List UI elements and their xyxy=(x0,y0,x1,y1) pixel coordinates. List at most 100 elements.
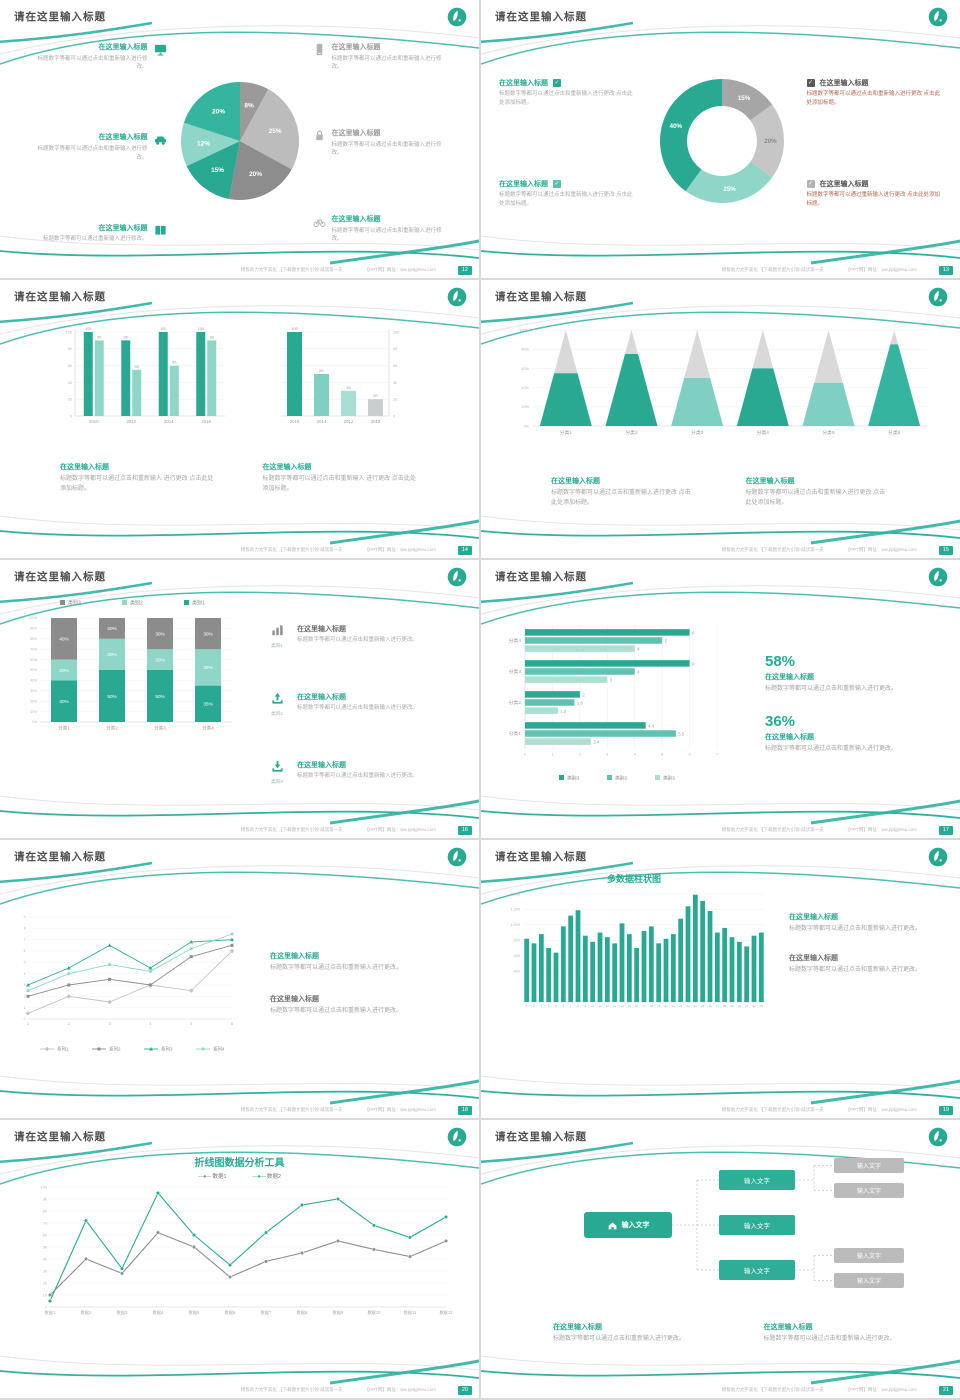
callout-item: 在这里输入标题 标题数字等都可以通过点击和重新输入进行修改。 xyxy=(313,42,470,72)
svg-text:80: 80 xyxy=(42,1209,46,1213)
slide-title: 请在这里输入标题 xyxy=(495,11,587,23)
callout-item: 在这里输入标题 标题数字等都可以通过点击和重新输入进行修改。 xyxy=(312,214,470,244)
svg-text:40%: 40% xyxy=(59,637,69,643)
svg-text:2: 2 xyxy=(24,994,26,998)
slide-title: 请在这里输入标题 xyxy=(14,571,106,583)
svg-text:数据10: 数据10 xyxy=(367,1309,381,1316)
leaf-node[interactable]: 输入文字 xyxy=(834,1183,904,1198)
svg-text:2: 2 xyxy=(579,751,582,756)
leaf-node[interactable]: 输入文字 xyxy=(834,1248,904,1263)
stat-title: 在这里输入标题 xyxy=(765,674,814,682)
callout-item: 在这里输入标题 标题数字等都可以通过点击和重新输入进行修改。 xyxy=(10,132,167,162)
page-number-badge: 14 xyxy=(457,545,472,555)
brand-logo-icon xyxy=(447,1127,467,1147)
svg-text:7: 7 xyxy=(24,937,26,941)
svg-text:4: 4 xyxy=(637,646,640,651)
block-title: 在这里输入标题 xyxy=(60,464,109,471)
page-number-badge: 17 xyxy=(938,825,953,835)
block-title: 在这里输入标题 xyxy=(745,478,795,485)
slide-12: 请在这里输入标题 在这里输入标题 标题数字等都可以通过点击和重新输入进行修改。 在… xyxy=(0,0,479,278)
svg-text:30%: 30% xyxy=(107,652,117,658)
svg-text:数据12: 数据12 xyxy=(439,1309,453,1316)
svg-text:5: 5 xyxy=(190,1021,193,1026)
brand-logo-icon xyxy=(447,287,467,307)
svg-text:分类2: 分类2 xyxy=(106,725,118,732)
leaf-node[interactable]: 输入文字 xyxy=(834,1158,904,1173)
slide-footer: 模板助力文字美化 【下载图文配片引领·威读第一支 【PPT网】网址：ww.pptj… xyxy=(10,1105,472,1115)
brand-logo-icon xyxy=(447,7,467,27)
slide-content: 0 1 2 3 4 5 6 7 8 9 1 2 3 4 5 6 系列1 系列2 系列3 系列4 在这里输入标题 标题数字… xyxy=(14,876,459,1092)
branch-node[interactable]: 输入文字 xyxy=(719,1215,795,1235)
slide-21: 请在这里输入标题 输入文字 输入文字 输入文字 输入文字 输入文字 输入文字 输… xyxy=(481,1120,960,1398)
svg-text:8: 8 xyxy=(577,1004,579,1008)
pie-chart-svg: 8% 25% 20% 15% 12% 20% xyxy=(180,81,299,200)
item-title: 在这里输入标题 xyxy=(297,761,346,769)
line-chart: 0 1 2 3 4 5 6 7 8 9 1 2 3 4 5 6 系列1 系列2 系列3 系列4 xyxy=(14,909,246,1060)
svg-text:分类4: 分类4 xyxy=(202,725,214,732)
svg-text:分类2: 分类2 xyxy=(625,429,638,436)
svg-text:2010: 2010 xyxy=(88,419,98,424)
item-desc: 标题数字等都可以通过点击和重新输入进行更改。 xyxy=(297,705,419,711)
svg-text:3: 3 xyxy=(541,1004,543,1008)
svg-text:80: 80 xyxy=(393,347,397,351)
svg-text:7: 7 xyxy=(716,751,719,756)
leaf-node[interactable]: 输入文字 xyxy=(834,1273,904,1288)
block-title: 在这里输入标题 xyxy=(789,954,838,962)
grouped-bar-chart: 0 20 40 60 80 100 100 90 2010 90 55 2012 100 60 2014 10… xyxy=(57,322,235,451)
block-title: 在这里输入标题 xyxy=(551,478,600,485)
grouped-bar-chart-svg: 0 20 40 60 80 100 100 90 2010 90 55 2012 100 60 2014 10… xyxy=(65,327,225,424)
stacked-bar-chart-svg: 类别3 类别2 类别1 0% 10% 20% 30% 40% 50% 60% 70% 80% 90% 10… xyxy=(28,600,232,732)
root-node[interactable]: 输入文字 xyxy=(584,1212,672,1238)
svg-text:20: 20 xyxy=(664,1004,668,1008)
slide-19: 请在这里输入标题 多数据柱状图 400 600 800 1,000 1,200 1,400… xyxy=(481,840,960,1118)
svg-text:11: 11 xyxy=(599,1004,602,1008)
donut-chart: 15% 20% 25% 40% xyxy=(647,66,797,221)
svg-text:10: 10 xyxy=(591,1004,595,1008)
svg-text:0%: 0% xyxy=(523,424,529,428)
svg-text:数据4: 数据4 xyxy=(152,1309,163,1316)
branch-node[interactable]: 输入文字 xyxy=(719,1260,795,1280)
slide-content: 0 1 2 3 4 5 6 7 6 5 4 分类4 6 4 3 分类3 2 1.8 1.2 分类2 4.4 5.5 2.4 分… xyxy=(495,594,942,814)
svg-text:80%: 80% xyxy=(30,637,37,641)
svg-text:分类3: 分类3 xyxy=(509,668,522,675)
hbar-chart: 0 1 2 3 4 5 6 7 6 5 4 分类4 6 4 3 分类3 2 1.8 1.2 分类2 4.4 5.5 2.4 分… xyxy=(495,617,745,792)
svg-text:800: 800 xyxy=(514,939,520,943)
svg-text:4: 4 xyxy=(634,751,637,756)
node-label: 输入文字 xyxy=(856,1164,881,1170)
svg-text:30%: 30% xyxy=(30,689,37,693)
monitor-icon xyxy=(154,43,167,56)
page-number-badge: 13 xyxy=(938,265,953,275)
svg-text:3: 3 xyxy=(610,677,613,682)
svg-text:1: 1 xyxy=(24,1005,26,1009)
brand-logo-icon xyxy=(447,847,467,867)
page-number-badge: 18 xyxy=(457,1105,472,1115)
svg-text:19: 19 xyxy=(657,1004,661,1008)
footer-right-text: 【PPT网】网址：ww.pptjgmsu.com xyxy=(364,547,436,553)
slide-17: 请在这里输入标题 0 1 2 3 4 5 6 7 6 5 4 分类4 6 4 3 分类3 2 1.8 1.2 分类2 4… xyxy=(481,560,960,838)
slide-footer: 模板助力文字美化 【下载图文配片引领·威读第一支 【PPT网】网址：ww.pptj… xyxy=(491,265,953,275)
block-desc: 标题数字等都可以通过点击和重新输入进行更改 点击此处添加标题。 xyxy=(499,91,633,106)
node-label: 输入文字 xyxy=(856,1279,881,1285)
svg-text:26: 26 xyxy=(708,1004,712,1008)
text-block: 在这里输入标题 标题数字等都可以通过点击和重新输入 进行更改 点击此处添加标题。 xyxy=(60,462,217,494)
svg-text:50%: 50% xyxy=(107,694,117,700)
footer-left-text: 模板助力文字美化 【下载图文配片引领·威读第一支 xyxy=(721,1387,824,1393)
svg-text:22: 22 xyxy=(679,1004,683,1008)
svg-text:90: 90 xyxy=(97,335,101,339)
svg-text:6: 6 xyxy=(692,661,695,666)
pyramid-chart-svg: 0% 20% 40% 60% 80% 100% 分类1 分类2 分类3 分类4 分类5 分类6 xyxy=(519,328,927,436)
slide-title: 请在这里输入标题 xyxy=(14,1131,106,1143)
svg-text:6: 6 xyxy=(688,751,691,756)
block-desc: 标题数字等都可以通过点击和重新输入进行更改。 xyxy=(270,965,403,972)
node-label: 输入文字 xyxy=(856,1189,881,1195)
branch-node[interactable]: 输入文字 xyxy=(719,1170,795,1190)
svg-text:60: 60 xyxy=(67,364,71,368)
svg-text:6: 6 xyxy=(692,630,695,635)
slide-14: 请在这里输入标题 0 20 40 60 80 100 100 90 2010 90 55 2012 10… xyxy=(0,280,479,558)
svg-text:35%: 35% xyxy=(203,702,213,708)
svg-text:14: 14 xyxy=(620,1004,624,1008)
svg-text:3: 3 xyxy=(24,983,26,987)
multi-bar-chart: 400 600 800 1,000 1,200 1,400 1 2 3 4 5 6 7 8 9 10 11 12 1… xyxy=(495,886,773,1041)
